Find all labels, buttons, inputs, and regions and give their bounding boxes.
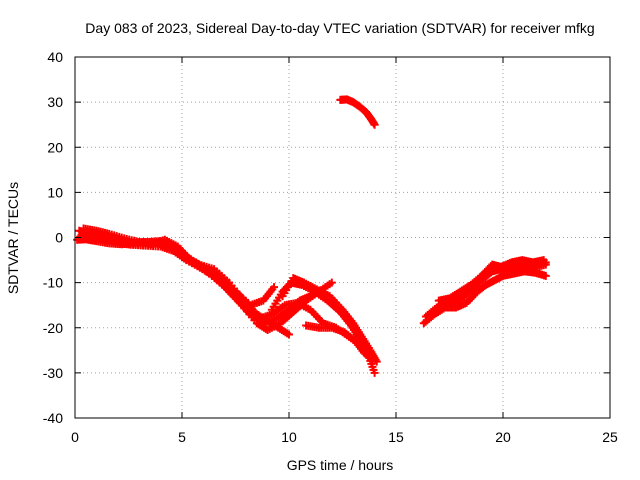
y-tick-label: 30: [47, 94, 63, 110]
y-tick-label: -20: [43, 320, 63, 336]
y-tick-label: 20: [47, 139, 63, 155]
x-tick-label: 10: [281, 429, 297, 445]
y-axis-label: SDTVAR / TECUs: [5, 182, 21, 294]
x-tick-label: 5: [178, 429, 186, 445]
grid: [75, 57, 610, 418]
y-tick-label: -40: [43, 410, 63, 426]
data-point: [541, 271, 550, 280]
y-tick-label: 10: [47, 184, 63, 200]
y-tick-label: 40: [47, 49, 63, 65]
series-track-8: [278, 274, 381, 366]
series-track-13: [439, 256, 548, 310]
x-tick-label: 15: [388, 429, 404, 445]
x-tick-label: 0: [71, 429, 79, 445]
data-point: [327, 278, 336, 287]
series-track-3: [73, 235, 315, 328]
y-tick-label: 0: [55, 230, 63, 246]
data-points: [73, 95, 550, 377]
data-point: [539, 256, 548, 265]
y-tick-label: -10: [43, 275, 63, 291]
y-tick-label: -30: [43, 365, 63, 381]
x-axis-label: GPS time / hours: [287, 457, 394, 473]
series-track-9: [336, 95, 379, 129]
data-point: [270, 283, 279, 292]
series-track-5: [81, 228, 293, 339]
data-point: [370, 120, 379, 129]
data-point: [285, 330, 293, 339]
x-tick-label: 20: [495, 429, 511, 445]
data-point: [370, 368, 379, 377]
axis-ticks: 0 5 10 15 20 25 -40 -30 -20 -10 0 10 20 30 40: [43, 49, 618, 445]
x-tick-label: 25: [602, 429, 618, 445]
data-point: [372, 357, 381, 366]
chart-title: Day 083 of 2023, Sidereal Day-to-day VTE…: [85, 20, 594, 36]
